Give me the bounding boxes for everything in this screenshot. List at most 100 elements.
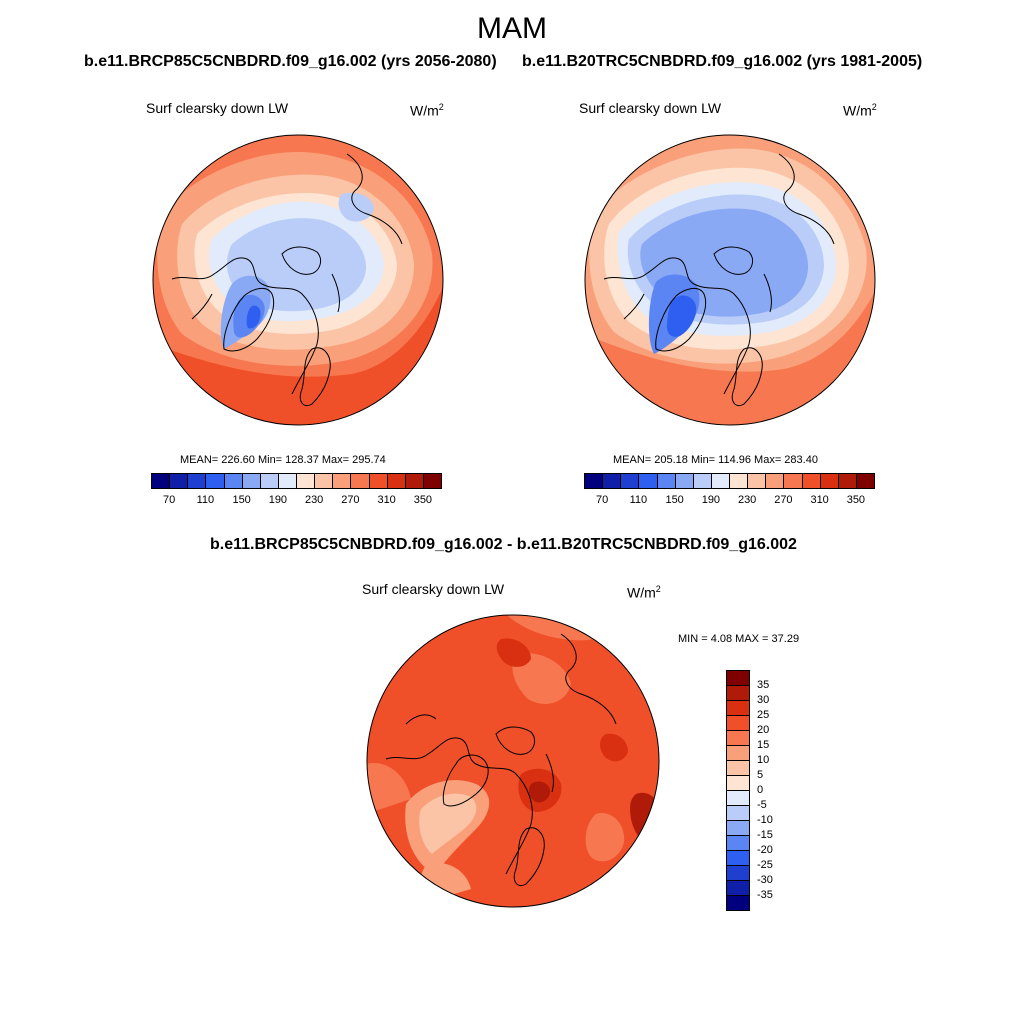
- colorbar-tick-label: -30: [757, 874, 773, 886]
- colorbar-swatch: [726, 775, 750, 791]
- colorbar-tick-label: 230: [737, 494, 757, 506]
- colorbar-swatch: [726, 700, 750, 716]
- colorbar-swatch: [819, 473, 839, 489]
- ctrl-units: W/m2: [843, 102, 877, 119]
- ctrl-variable-label: Surf clearsky down LW: [579, 100, 722, 116]
- diff-colorbar: [726, 670, 750, 911]
- colorbar-swatch: [259, 473, 279, 489]
- colorbar-swatch: [726, 835, 750, 851]
- colorbar-tick-label: 190: [268, 494, 288, 506]
- colorbar-swatch: [837, 473, 857, 489]
- colorbar-swatch: [783, 473, 803, 489]
- colorbar-tick-label: -5: [757, 799, 767, 811]
- colorbar-tick-label: 0: [757, 784, 764, 796]
- colorbar-swatch: [205, 473, 225, 489]
- colorbar-tick-label: 20: [757, 724, 770, 736]
- colorbar-swatch: [277, 473, 297, 489]
- colorbar-swatch: [151, 473, 171, 489]
- exp-colorbar-ticks: 70 110 150 190 230 270 310 350: [151, 494, 441, 508]
- colorbar-tick-label: 110: [629, 494, 648, 506]
- experiment-header: b.e11.BRCP85C5CNBDRD.f09_g16.002 (yrs 20…: [84, 53, 497, 70]
- colorbar-tick-label: 110: [196, 494, 215, 506]
- ctrl-colorbar: [584, 473, 875, 489]
- colorbar-tick-label: 5: [757, 769, 764, 781]
- colorbar-tick-label: -10: [757, 814, 773, 826]
- colorbar-swatch: [726, 865, 750, 881]
- colorbar-swatch: [726, 820, 750, 836]
- colorbar-swatch: [726, 670, 750, 686]
- colorbar-swatch: [620, 473, 640, 489]
- diff-polar-map: [366, 614, 660, 908]
- colorbar-swatch: [602, 473, 622, 489]
- colorbar-swatch: [314, 473, 334, 489]
- colorbar-swatch: [726, 715, 750, 731]
- colorbar-swatch: [584, 473, 604, 489]
- colorbar-swatch: [710, 473, 730, 489]
- colorbar-tick-label: 15: [757, 739, 770, 751]
- colorbar-tick-label: 270: [774, 494, 793, 506]
- colorbar-swatch: [656, 473, 676, 489]
- colorbar-swatch: [350, 473, 370, 489]
- colorbar-tick-label: 25: [757, 709, 770, 721]
- colorbar-tick-label: 150: [232, 494, 251, 506]
- colorbar-swatch: [726, 805, 750, 821]
- colorbar-swatch: [638, 473, 658, 489]
- colorbar-swatch: [692, 473, 712, 489]
- colorbar-tick-label: 310: [810, 494, 829, 506]
- colorbar-tick-label: -15: [757, 829, 773, 841]
- ctrl-colorbar-ticks: 70 110 150 190 230 270 310 350: [584, 494, 874, 508]
- colorbar-tick-label: -35: [757, 889, 773, 901]
- colorbar-swatch: [332, 473, 352, 489]
- colorbar-tick-label: 35: [757, 679, 770, 691]
- colorbar-swatch: [404, 473, 424, 489]
- colorbar-tick-label: 150: [665, 494, 684, 506]
- ctrl-stats: MEAN= 205.18 Min= 114.96 Max= 283.40: [613, 454, 818, 466]
- colorbar-swatch: [729, 473, 749, 489]
- colorbar-swatch: [801, 473, 821, 489]
- colorbar-swatch: [726, 685, 750, 701]
- ctrl-polar-map: [584, 134, 876, 426]
- colorbar-swatch: [747, 473, 767, 489]
- colorbar-swatch: [187, 473, 207, 489]
- colorbar-swatch: [368, 473, 388, 489]
- colorbar-swatch: [765, 473, 785, 489]
- diff-colorbar-ticks: 35 30 25 20 15 10 5 0 -5 -10 -15 -20 -25 -30 -35: [757, 670, 797, 910]
- colorbar-swatch: [726, 850, 750, 866]
- colorbar-swatch: [726, 760, 750, 776]
- colorbar-swatch: [386, 473, 406, 489]
- colorbar-tick-label: -25: [757, 859, 773, 871]
- control-header: b.e11.B20TRC5CNBDRD.f09_g16.002 (yrs 198…: [522, 53, 923, 70]
- colorbar-swatch: [726, 790, 750, 806]
- season-title: MAM: [477, 12, 547, 45]
- colorbar-swatch: [855, 473, 875, 489]
- difference-header: b.e11.BRCP85C5CNBDRD.f09_g16.002 - b.e11…: [210, 536, 797, 553]
- exp-stats: MEAN= 226.60 Min= 128.37 Max= 295.74: [180, 454, 386, 466]
- colorbar-swatch: [296, 473, 316, 489]
- colorbar-swatch: [223, 473, 243, 489]
- colorbar-swatch: [422, 473, 442, 489]
- colorbar-tick-label: 350: [846, 494, 866, 506]
- colorbar-tick-label: 30: [757, 694, 770, 706]
- colorbar-swatch: [726, 880, 750, 896]
- colorbar-swatch: [241, 473, 261, 489]
- colorbar-tick-label: 10: [757, 754, 770, 766]
- colorbar-tick-label: 350: [413, 494, 433, 506]
- colorbar-tick-label: 310: [377, 494, 396, 506]
- exp-polar-map: [152, 134, 444, 426]
- colorbar-tick-label: -20: [757, 844, 773, 856]
- exp-colorbar: [151, 473, 442, 489]
- exp-units: W/m2: [410, 102, 444, 119]
- colorbar-tick-label: 70: [596, 494, 609, 506]
- diff-variable-label: Surf clearsky down LW: [362, 581, 505, 597]
- colorbar-swatch: [726, 730, 750, 746]
- colorbar-tick-label: 230: [304, 494, 324, 506]
- colorbar-tick-label: 70: [163, 494, 176, 506]
- colorbar-tick-label: 190: [701, 494, 721, 506]
- colorbar-tick-label: 270: [341, 494, 360, 506]
- colorbar-swatch: [726, 745, 750, 761]
- colorbar-swatch: [169, 473, 189, 489]
- diff-minmax: MIN = 4.08 MAX = 37.29: [678, 633, 800, 645]
- colorbar-swatch: [726, 895, 750, 911]
- colorbar-swatch: [674, 473, 694, 489]
- exp-variable-label: Surf clearsky down LW: [146, 100, 289, 116]
